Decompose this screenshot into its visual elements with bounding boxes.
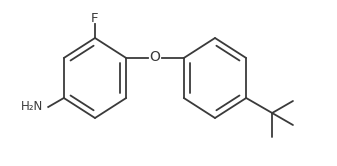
Text: O: O	[150, 50, 160, 64]
Text: F: F	[91, 11, 99, 25]
Text: H₂N: H₂N	[21, 100, 43, 114]
